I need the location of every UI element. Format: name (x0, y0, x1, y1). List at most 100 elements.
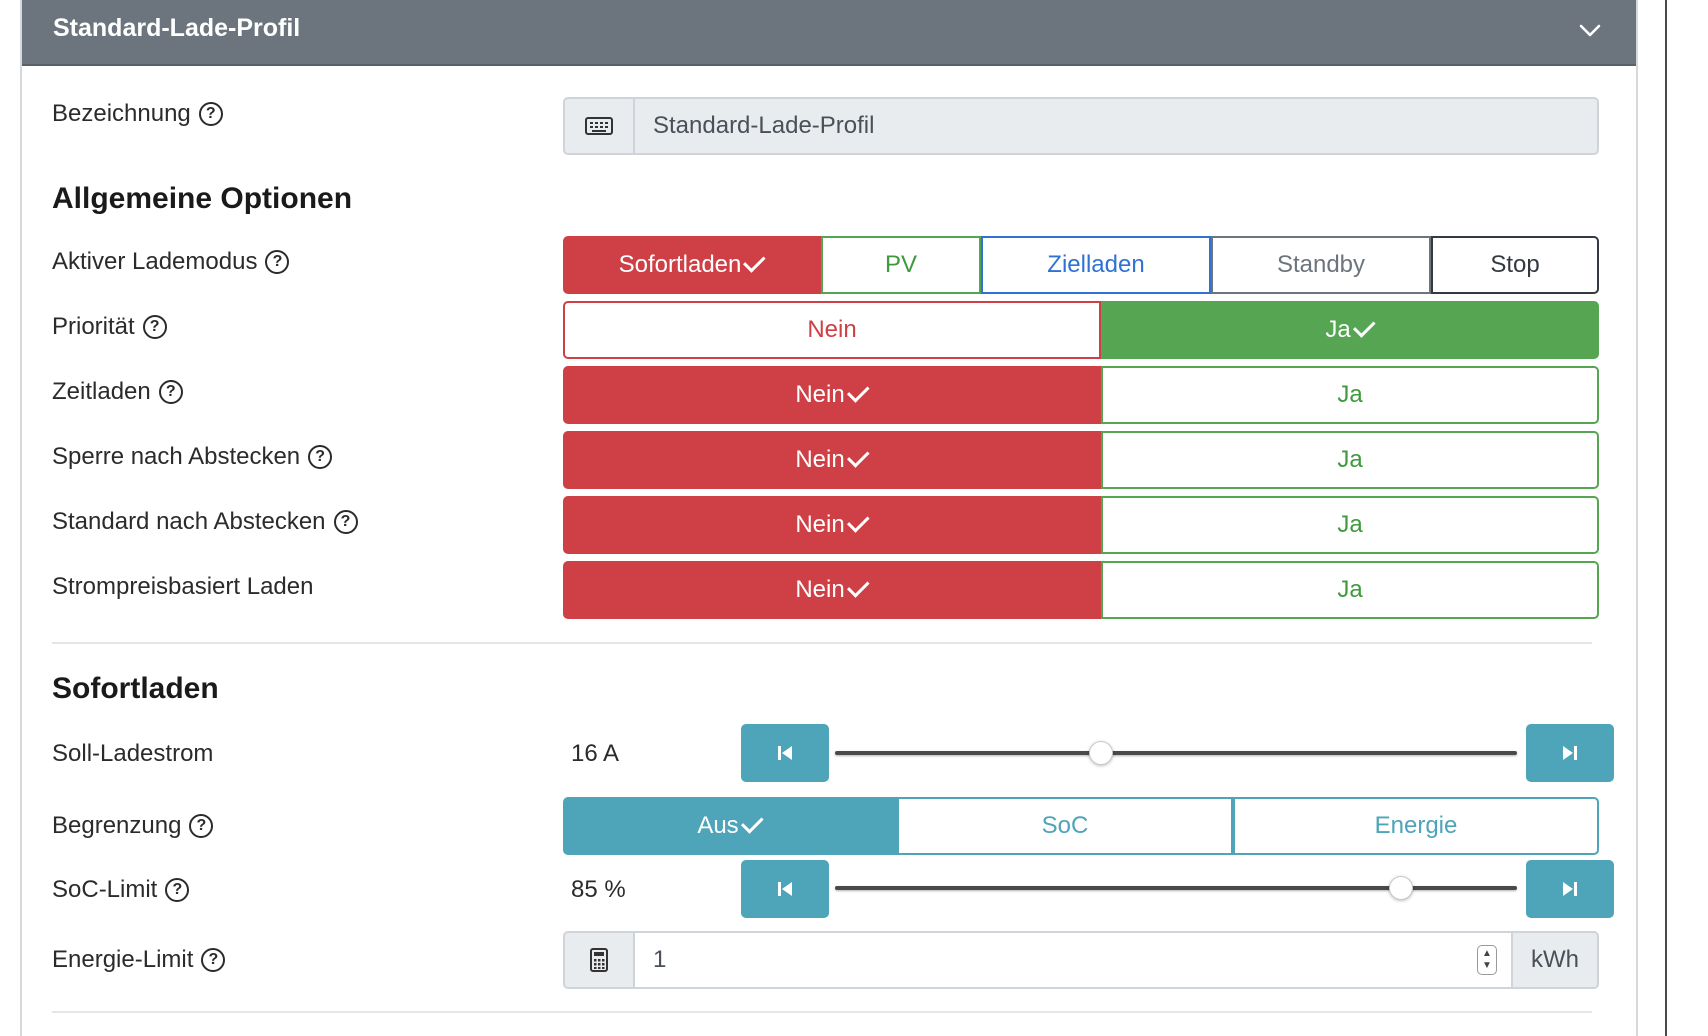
soc-limit-label-text: SoC-Limit (52, 876, 158, 903)
help-icon[interactable]: ? (189, 814, 214, 838)
section-heading-allgemeine: Allgemeine Optionen (52, 182, 353, 215)
energie-limit-value: 1 (653, 946, 667, 973)
help-icon[interactable]: ? (198, 102, 223, 126)
soll-ladestrom-slider-thumb[interactable] (1088, 741, 1113, 765)
mode-button-zielladen[interactable]: Zielladen (981, 236, 1211, 294)
lademodus-label: Aktiver Lademodus ? (52, 248, 290, 276)
toggle-label: Nein (795, 446, 845, 473)
toggle-label: Ja (1337, 446, 1363, 473)
mode-button-standby[interactable]: Standby (1211, 236, 1431, 294)
mode-label: Sofortladen (618, 251, 742, 278)
toggle-label: Ja (1337, 511, 1363, 538)
toggle-label: Ja (1337, 381, 1363, 408)
card-header[interactable]: Standard-Lade-Profil (22, 0, 1636, 66)
bezeichnung-field[interactable]: Standard-Lade-Profil (633, 97, 1599, 155)
soc-limit-label: SoC-Limit ? (52, 876, 190, 904)
soll-ladestrom-slider[interactable] (835, 751, 1517, 755)
begrenzung-option-label: Aus (697, 812, 739, 839)
energie-limit-unit: kWh (1511, 931, 1599, 989)
mode-label: Zielladen (1047, 251, 1145, 278)
help-icon[interactable]: ? (333, 510, 358, 534)
mode-label: PV (884, 251, 917, 278)
zeitladen-yes-button[interactable]: Ja (1101, 366, 1599, 424)
soll-ladestrom-value: 16 A (571, 740, 620, 767)
begrenzung-aus-button[interactable]: Aus (563, 797, 897, 855)
step-backward-button[interactable] (741, 724, 829, 782)
help-icon[interactable]: ? (158, 380, 183, 404)
chevron-down-icon[interactable] (1578, 18, 1602, 42)
step-backward-icon (778, 746, 792, 760)
keyboard-icon (563, 97, 633, 155)
strompreis-yes-button[interactable]: Ja (1101, 561, 1599, 619)
bezeichnung-input-group: Standard-Lade-Profil (563, 97, 1599, 155)
mode-label: Stop (1490, 251, 1540, 278)
energie-limit-field[interactable]: 1 ▲ ▼ (633, 931, 1511, 989)
help-icon[interactable]: ? (265, 250, 290, 274)
toggle-label: Nein (795, 511, 845, 538)
step-backward-icon (778, 882, 792, 896)
soll-ladestrom-label-text: Soll-Ladestrom (52, 740, 214, 767)
sperre-yes-button[interactable]: Ja (1101, 431, 1599, 489)
step-forward-icon (1563, 882, 1577, 896)
sperre-label-text: Sperre nach Abstecken (52, 443, 301, 470)
begrenzung-option-label: Energie (1374, 812, 1458, 839)
sperre-no-button[interactable]: Nein (563, 431, 1101, 489)
toggle-label: Ja (1325, 316, 1351, 343)
zeitladen-no-button[interactable]: Nein (563, 366, 1101, 424)
calculator-icon (563, 931, 633, 989)
mode-button-stop[interactable]: Stop (1431, 236, 1599, 294)
lademodus-button-group: Sofortladen PV Zielladen Standby Stop (563, 236, 1599, 294)
checkmark-icon (846, 445, 870, 468)
zeitladen-toggle: Nein Ja (563, 366, 1599, 424)
step-backward-button[interactable] (741, 860, 829, 918)
toggle-label: Ja (1337, 576, 1363, 603)
prioritaet-toggle: Nein Ja (563, 301, 1599, 359)
prioritaet-yes-button[interactable]: Ja (1101, 301, 1599, 359)
soll-ladestrom-label: Soll-Ladestrom (52, 740, 213, 768)
begrenzung-label-text: Begrenzung (52, 812, 182, 839)
zeitladen-label: Zeitladen ? (52, 378, 183, 406)
section-heading-sofortladen: Sofortladen (52, 672, 219, 705)
mode-button-sofortladen[interactable]: Sofortladen (563, 236, 821, 294)
begrenzung-soc-button[interactable]: SoC (897, 797, 1233, 855)
soc-limit-slider[interactable] (835, 886, 1517, 890)
standard-label: Standard nach Abstecken ? (52, 508, 358, 536)
prioritaet-label-text: Priorität (52, 313, 135, 340)
sperre-toggle: Nein Ja (563, 431, 1599, 489)
help-icon[interactable]: ? (201, 948, 226, 972)
begrenzung-button-group: Aus SoC Energie (563, 797, 1599, 855)
soc-limit-value: 85 % (571, 876, 626, 903)
bezeichnung-label-text: Bezeichnung (52, 100, 191, 127)
number-spinner-icon[interactable]: ▲ ▼ (1477, 945, 1497, 975)
help-icon[interactable]: ? (165, 878, 190, 902)
step-forward-button[interactable] (1526, 724, 1614, 782)
standard-label-text: Standard nach Abstecken (52, 508, 326, 535)
energie-limit-label-text: Energie-Limit (52, 946, 194, 973)
prioritaet-no-button[interactable]: Nein (563, 301, 1101, 359)
help-icon[interactable]: ? (308, 445, 333, 469)
checkmark-icon (740, 811, 764, 834)
begrenzung-option-label: SoC (1041, 812, 1089, 839)
mode-button-pv[interactable]: PV (821, 236, 981, 294)
section-divider (52, 1011, 1592, 1013)
help-icon[interactable]: ? (142, 315, 167, 339)
begrenzung-energie-button[interactable]: Energie (1233, 797, 1599, 855)
toggle-label: Nein (795, 381, 845, 408)
section-divider (52, 642, 1592, 644)
soc-limit-slider-thumb[interactable] (1389, 876, 1414, 900)
toggle-label: Nein (807, 316, 857, 343)
energie-limit-label: Energie-Limit ? (52, 946, 226, 974)
lademodus-label-text: Aktiver Lademodus (52, 248, 258, 275)
standard-no-button[interactable]: Nein (563, 496, 1101, 554)
energie-limit-input-group: 1 ▲ ▼ kWh (563, 931, 1599, 989)
step-forward-button[interactable] (1526, 860, 1614, 918)
standard-yes-button[interactable]: Ja (1101, 496, 1599, 554)
sperre-label: Sperre nach Abstecken ? (52, 443, 333, 471)
strompreis-no-button[interactable]: Nein (563, 561, 1101, 619)
begrenzung-label: Begrenzung ? (52, 812, 214, 840)
strompreis-label-text: Strompreisbasiert Laden (52, 573, 314, 600)
strompreis-toggle: Nein Ja (563, 561, 1599, 619)
checkmark-icon (846, 510, 870, 533)
mode-label: Standby (1276, 251, 1366, 278)
prioritaet-label: Priorität ? (52, 313, 167, 341)
